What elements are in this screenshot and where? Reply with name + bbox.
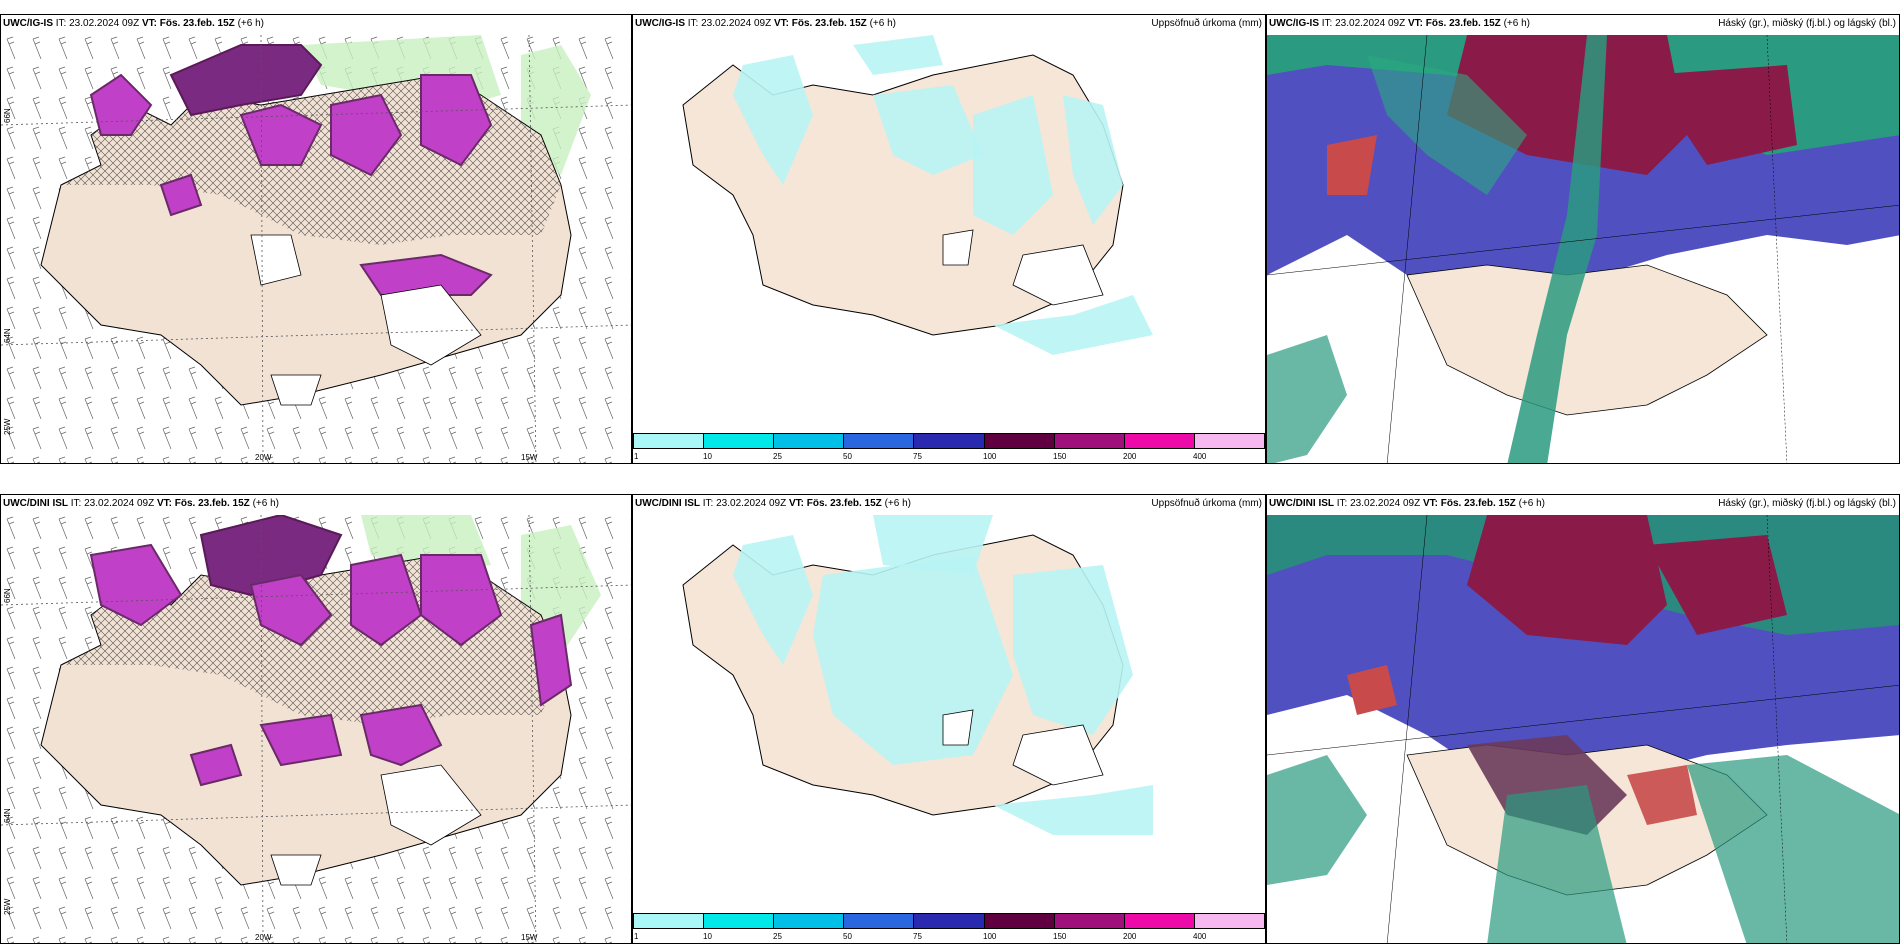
colorbar-swatch [1124,914,1195,928]
lon-label-20: 20W [255,933,272,942]
colorbar-tick: 25 [773,932,782,941]
wind-snow-map [1,515,631,943]
colorbar-swatch [704,914,775,928]
colorbar-swatch [1124,434,1195,448]
colorbar-tick: 1 [634,452,639,461]
colorbar-tick: 150 [1053,932,1067,941]
lon-label-20: 20W [255,453,272,462]
colorbar-tick: 10 [703,452,712,461]
wind-snow-map [1,35,631,463]
panel-wind-row1: UWC/IG-IS IT: 23.02.2024 09Z VT: Fös. 23… [0,14,632,464]
precip-title: Uppsöfnuð úrkoma (mm) [1151,18,1262,29]
colorbar-tick: 50 [843,452,852,461]
colorbar-swatch [634,914,705,928]
panel-cloud-row1: UWC/IG-IS IT: 23.02.2024 09Z VT: Fös. 23… [1266,14,1900,464]
colorbar-tick: 200 [1123,452,1137,461]
colorbar-tick: 200 [1123,932,1137,941]
lat-label-66: 66N [3,588,12,603]
panel-precip-row2: UWC/DINI ISL IT: 23.02.2024 09Z VT: Fös.… [632,494,1266,944]
colorbar-tick: 400 [1193,932,1207,941]
cloud-map [1267,515,1899,943]
colorbar-tick: 150 [1053,452,1067,461]
lat-label-66: 66N [3,108,12,123]
colorbar-tick: 100 [983,932,997,941]
colorbar-swatch [914,434,985,448]
lon-label-25: 25W [3,418,12,435]
panel-precip-row1: UWC/IG-IS IT: 23.02.2024 09Z VT: Fös. 23… [632,14,1266,464]
colorbar-swatch [1054,434,1125,448]
colorbar-swatch [634,434,705,448]
panel-title: UWC/DINI ISL IT: 23.02.2024 09Z VT: Fös.… [635,498,911,509]
panel-title: UWC/IG-IS IT: 23.02.2024 09Z VT: Fös. 23… [635,18,896,29]
precip-map [682,35,1153,355]
lon-label-25: 25W [3,898,12,915]
panel-cloud-row2: UWC/DINI ISL IT: 23.02.2024 09Z VT: Fös.… [1266,494,1900,944]
panel-title: UWC/IG-IS IT: 23.02.2024 09Z VT: Fös. 23… [3,18,264,29]
colorbar-swatch [774,914,845,928]
cloud-title: Háský (gr.), miðský (fj.bl.) og lágský (… [1718,498,1896,509]
colorbar-swatch [1194,914,1264,928]
precip-map [682,515,1153,835]
cloud-title: Háský (gr.), miðský (fj.bl.) og lágský (… [1718,18,1896,29]
colorbar-tick: 100 [983,452,997,461]
colorbar-tick: 1 [634,932,639,941]
colorbar-tick: 75 [913,932,922,941]
colorbar-tick: 400 [1193,452,1207,461]
precip-colorbar [633,913,1265,929]
panel-wind-row2: UWC/DINI ISL IT: 23.02.2024 09Z VT: Fös.… [0,494,632,944]
colorbar-swatch [844,914,915,928]
panel-title: UWC/DINI ISL IT: 23.02.2024 09Z VT: Fös.… [1269,498,1545,509]
cloud-map [1267,35,1899,463]
lon-label-15: 15W [521,933,538,942]
colorbar-tick: 75 [913,452,922,461]
colorbar-tick: 10 [703,932,712,941]
colorbar-tick: 25 [773,452,782,461]
lat-label-64: 64N [3,808,12,823]
colorbar-swatch [984,914,1055,928]
colorbar-swatch [774,434,845,448]
precip-colorbar [633,433,1265,449]
colorbar-swatch [1054,914,1125,928]
lat-label-64: 64N [3,328,12,343]
colorbar-swatch [1194,434,1264,448]
colorbar-swatch [844,434,915,448]
lon-label-15: 15W [521,453,538,462]
precip-title: Uppsöfnuð úrkoma (mm) [1151,498,1262,509]
panel-title: UWC/IG-IS IT: 23.02.2024 09Z VT: Fös. 23… [1269,18,1530,29]
colorbar-swatch [914,914,985,928]
colorbar-tick: 50 [843,932,852,941]
colorbar-swatch [704,434,775,448]
panel-title: UWC/DINI ISL IT: 23.02.2024 09Z VT: Fös.… [3,498,279,509]
colorbar-swatch [984,434,1055,448]
